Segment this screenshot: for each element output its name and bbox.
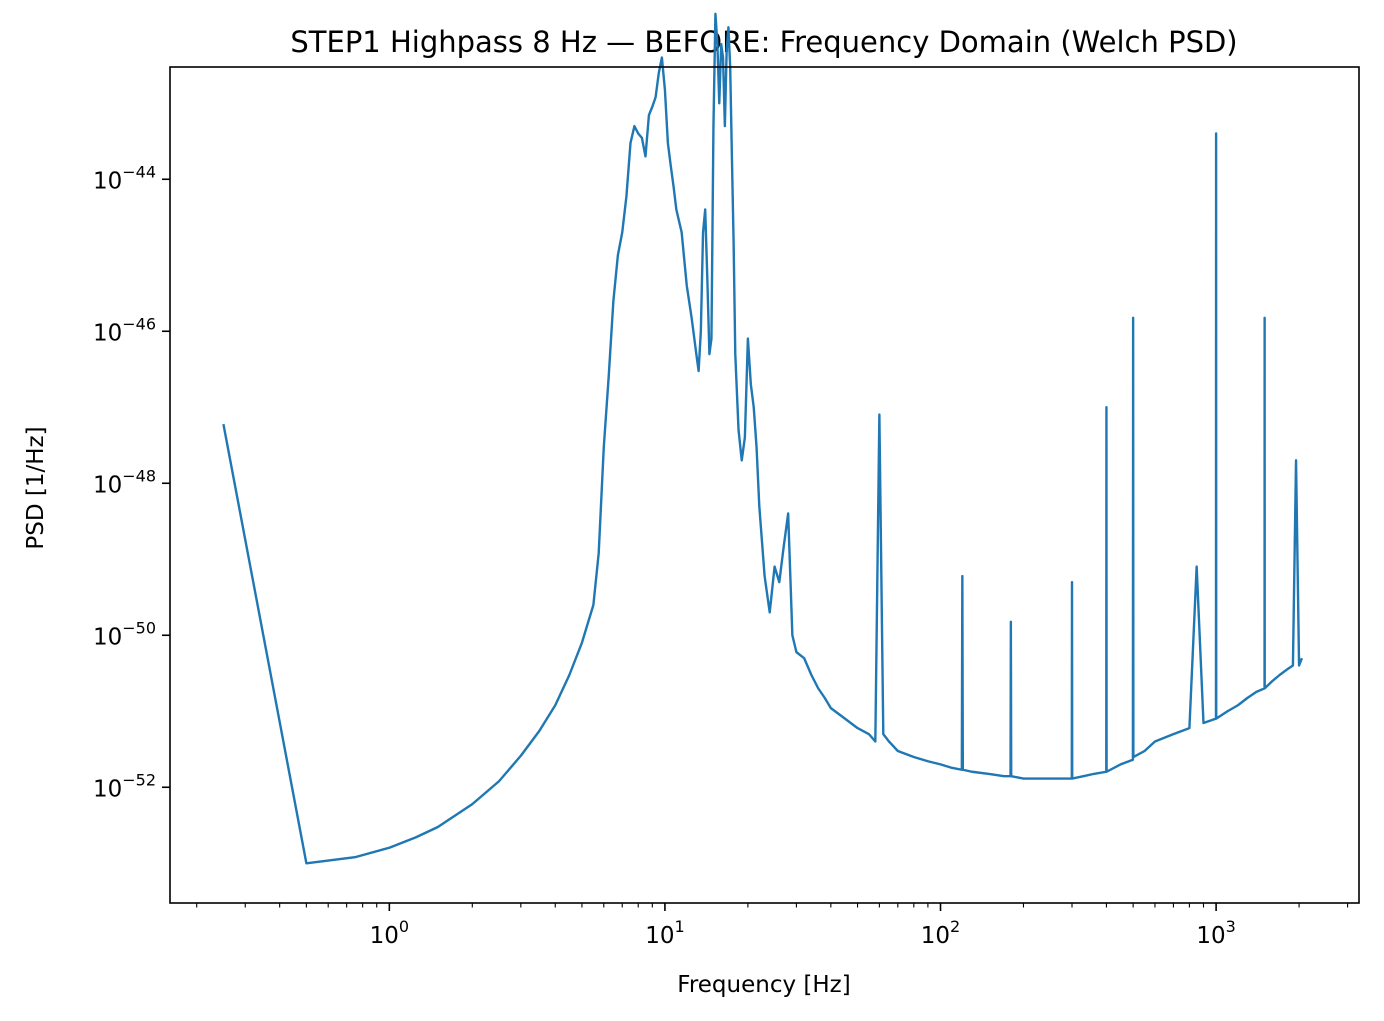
y-tick-label: 10−44 [93, 162, 156, 194]
psd-series-line [222, 12, 1304, 865]
x-tick-label: 102 [921, 917, 960, 949]
plot-frame [169, 66, 1360, 904]
y-axis-label: PSD [1/Hz] [23, 426, 49, 549]
x-tick-label: 101 [645, 917, 684, 949]
x-axis-label: Frequency [Hz] [677, 972, 850, 998]
chart-title: STEP1 Highpass 8 Hz — BEFORE: Frequency … [290, 25, 1237, 59]
x-axis-ticks: 100 101 102 103 [370, 903, 1236, 949]
y-tick-label: 10−48 [93, 466, 156, 498]
y-tick-label: 10−50 [93, 618, 156, 650]
x-tick-label: 103 [1196, 917, 1235, 949]
x-tick-label: 100 [370, 917, 409, 949]
y-axis-ticks: 10−52 10−50 10−48 10−46 10−44 [93, 162, 170, 802]
y-tick-label: 10−46 [93, 314, 156, 346]
y-tick-label: 10−52 [93, 770, 156, 802]
